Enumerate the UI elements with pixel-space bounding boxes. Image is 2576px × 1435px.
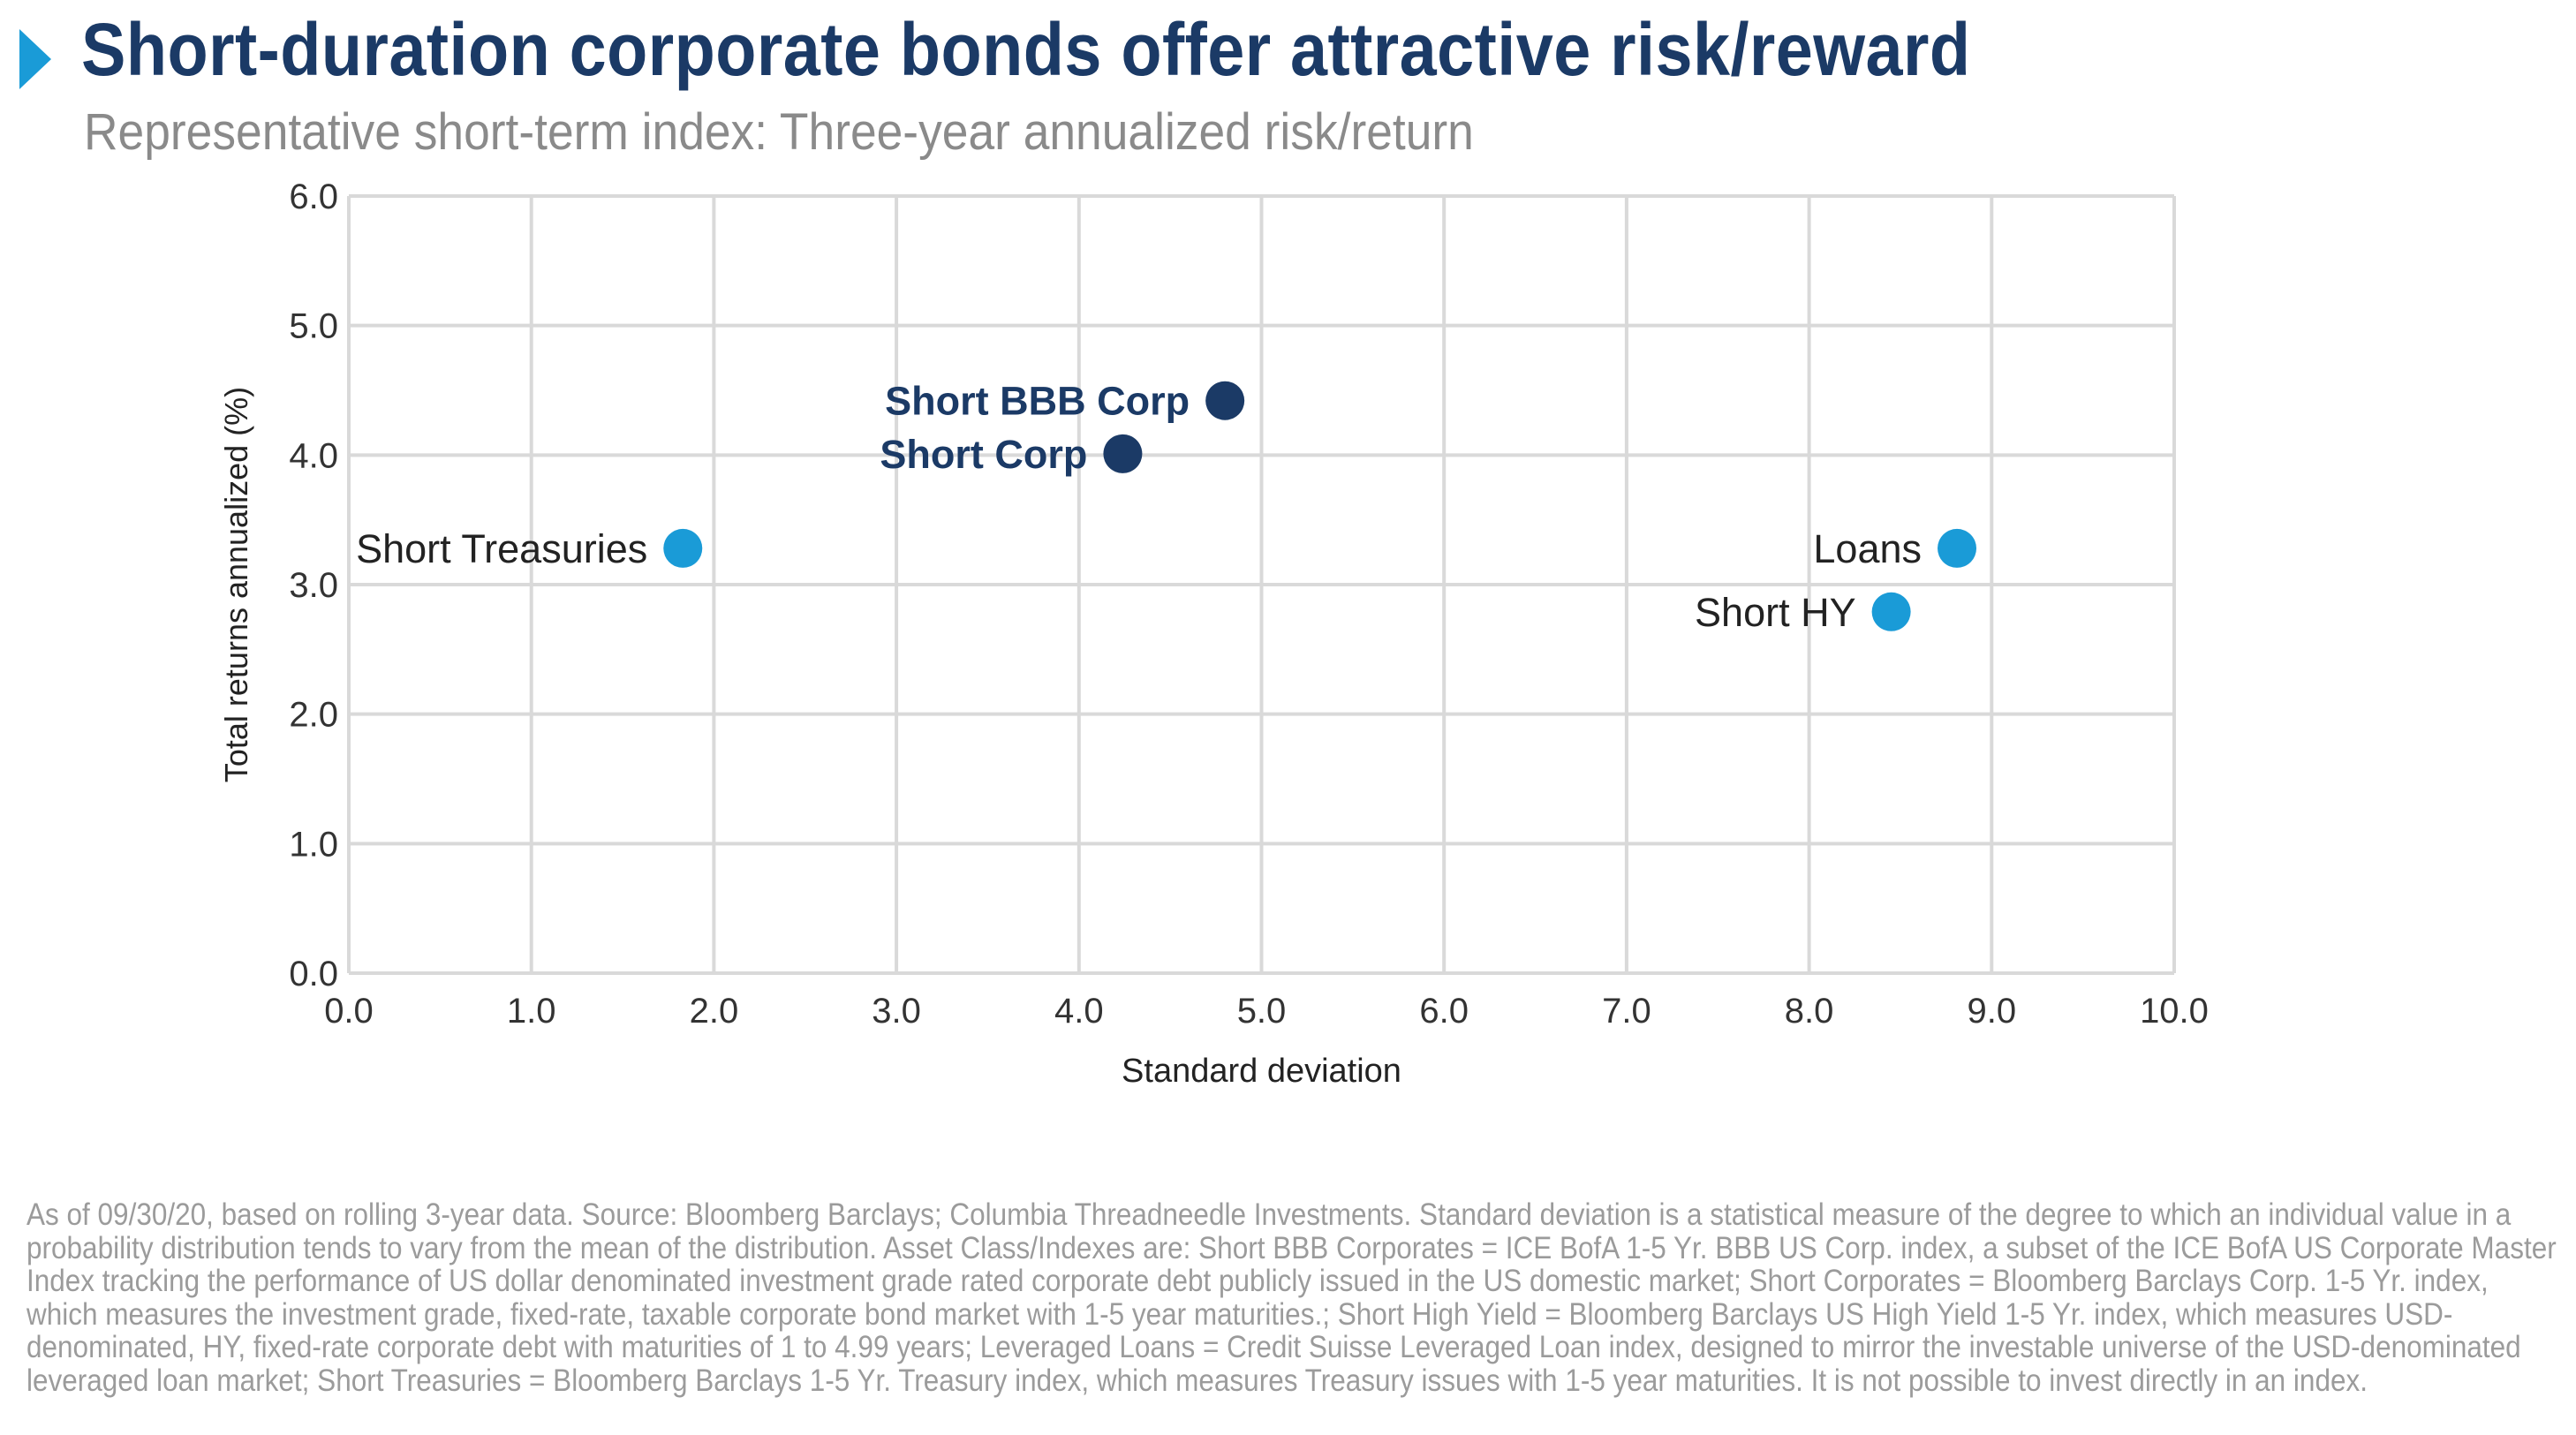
grid-lines	[347, 194, 2176, 975]
y-tick-label: 6.0	[289, 177, 338, 216]
y-tick-label: 2.0	[289, 696, 338, 735]
x-tick-label: 8.0	[1785, 992, 1834, 1031]
y-tick-label: 1.0	[289, 825, 338, 864]
x-tick-label: 6.0	[1419, 992, 1469, 1031]
x-tick-label: 0.0	[324, 992, 374, 1031]
point-label: Short HY	[1695, 590, 1856, 635]
point-label: Short Treasuries	[356, 526, 647, 571]
x-tick-label: 2.0	[690, 992, 739, 1031]
scatter-chart: 0.0 1.0 2.0 3.0 4.0 5.0 6.0 7.0 8.0 9.0 10.0 0.0 1.0…	[218, 177, 2209, 1090]
data-point	[1871, 592, 1911, 631]
data-points	[663, 381, 1977, 631]
x-tick-label: 3.0	[872, 992, 921, 1031]
point-label: Short BBB Corp	[885, 379, 1190, 424]
y-tick-label: 3.0	[289, 566, 338, 605]
y-tick-label: 4.0	[289, 436, 338, 475]
x-tick-label: 1.0	[507, 992, 556, 1031]
x-tick-label: 7.0	[1602, 992, 1651, 1031]
point-label: Loans	[1813, 526, 1922, 571]
title-arrow-icon	[19, 29, 51, 89]
x-tick-label: 4.0	[1054, 992, 1104, 1031]
tick-labels: 0.0 1.0 2.0 3.0 4.0 5.0 6.0 7.0 8.0 9.0 10.0 0.0 1.0…	[289, 177, 2209, 1031]
point-labels: Short BBB Corp Short Corp Short Treasuries…	[356, 379, 1922, 635]
point-label: Short Corp	[880, 432, 1087, 477]
x-tick-label: 10.0	[2140, 992, 2209, 1031]
x-axis-title: Standard deviation	[1122, 1053, 1401, 1090]
chart-title: Short-duration corporate bonds offer att…	[81, 8, 1971, 91]
y-tick-label: 5.0	[289, 307, 338, 346]
y-axis-title: Total returns annualized (%)	[218, 387, 254, 782]
x-tick-label: 5.0	[1237, 992, 1287, 1031]
data-point	[663, 528, 703, 568]
data-point	[1103, 434, 1143, 473]
data-point	[1205, 381, 1245, 420]
source-footnote: As of 09/30/20, based on rolling 3-year …	[26, 1197, 2557, 1398]
y-tick-label: 0.0	[289, 955, 338, 993]
chart-subtitle: Representative short-term index: Three-y…	[84, 103, 1474, 161]
data-point	[1938, 528, 1977, 568]
x-tick-label: 9.0	[1967, 992, 2016, 1031]
